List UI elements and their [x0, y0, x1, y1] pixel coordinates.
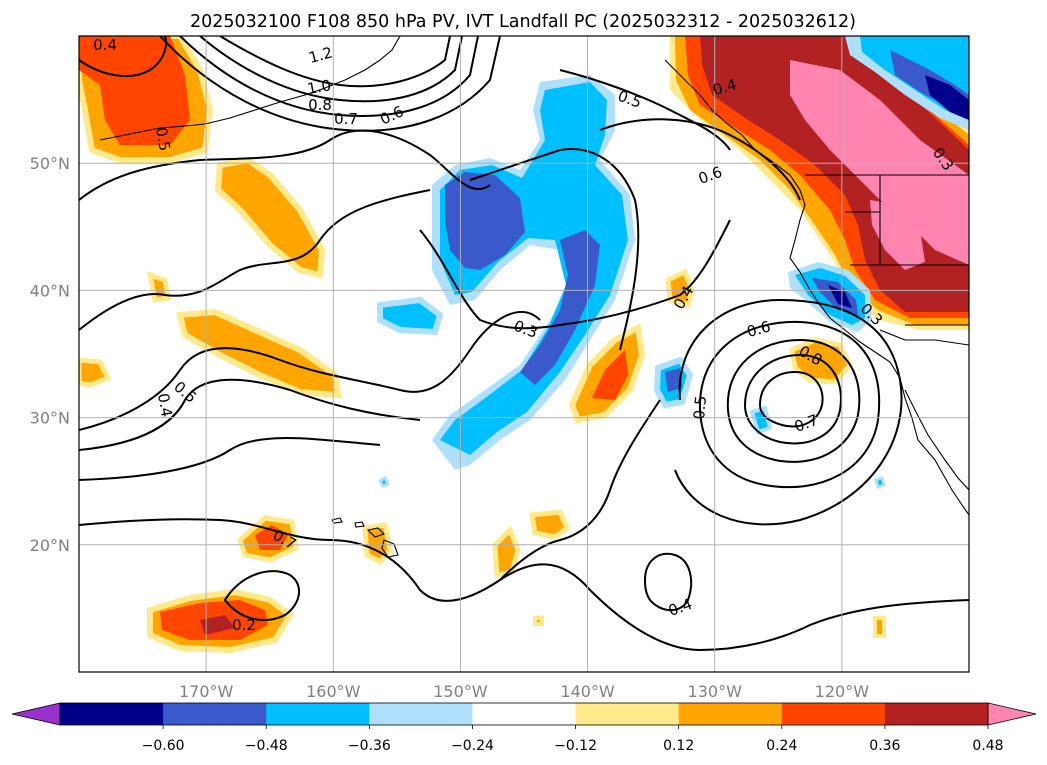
lon-tick-label: 150°W: [433, 682, 488, 701]
contour-label: 1.0: [306, 76, 333, 98]
lon-tick-label: 140°W: [560, 682, 615, 701]
gridlines: [79, 36, 969, 672]
contour-label: 0.4: [154, 392, 176, 419]
contour-west-low-2: [79, 378, 421, 451]
shade-blue-tiny-25n: [377, 475, 391, 488]
shade-red-138w-33n: [592, 350, 628, 400]
contour-small-ring-15n: [643, 552, 693, 612]
shade-medblue-133w-33n: [665, 368, 682, 392]
colorbar-segment: [369, 703, 473, 725]
contour-ring-high-3: [179, 36, 479, 117]
contour-south-ring: [223, 570, 300, 621]
map-panel: 0.4 1.2 1.0 0.8 0.7 0.6 0.5 0.5 0.6 0.3 …: [30, 35, 970, 701]
contour-label: 1.2: [307, 43, 335, 67]
contour-0.5-north: [559, 69, 731, 151]
colorbar-segment: [266, 703, 370, 725]
colorbar-segment: [781, 703, 886, 725]
colorbar-segment: [472, 703, 577, 725]
shade-orange-tiny: [533, 616, 544, 626]
contour-east-high-3: [726, 338, 861, 463]
pv-contours: [79, 36, 969, 652]
contour-south-2: [499, 399, 661, 581]
colorbar-segment: [575, 703, 680, 725]
shade-orange-small-40n: [146, 271, 171, 303]
contour-label: 0.7: [334, 110, 358, 128]
shade-orange-165w-47n: [214, 156, 326, 279]
ivt-shading: [79, 36, 969, 654]
contour-label: 0.5: [690, 395, 710, 420]
contour-label: 0.2: [232, 616, 256, 634]
coastline-north-america: [664, 59, 969, 516]
contour-south-1: [79, 518, 969, 652]
colorbar-tick-label: −0.36: [348, 738, 391, 754]
shade-ne-pink-2: [870, 200, 925, 270]
contour-label: 0.4: [711, 75, 739, 99]
colorbar-tick-label: 0.24: [766, 738, 797, 754]
lat-tick-label: 30°N: [30, 409, 70, 428]
colorbar-extend-low: [11, 702, 61, 726]
map-title: 2025032100 F108 850 hPa PV, IVT Landfall…: [190, 12, 856, 32]
shade-ne-navy: [925, 75, 969, 120]
shade-blue-tiny-117w: [874, 476, 886, 489]
contour-ring-high-1: [219, 36, 451, 88]
lat-tick-label: 40°N: [30, 281, 70, 300]
shade-orange-tiny-15n: [873, 616, 886, 638]
colorbar-tick-label: 0.12: [663, 738, 694, 754]
shade-orange-140w-22n: [529, 509, 571, 540]
lat-tick-label: 50°N: [30, 154, 70, 173]
lon-tick-label: 130°W: [688, 682, 743, 701]
colorbar-tick-label: −0.60: [142, 738, 185, 754]
shade-ne-pink: [790, 60, 969, 265]
contour-east-high-2: [743, 353, 842, 445]
coastlines: [99, 36, 969, 558]
contour-east-wide: [674, 298, 903, 526]
colorbar-tick-label: −0.12: [554, 738, 597, 754]
colorbar-frame: [59, 702, 989, 726]
colorbar-extend-high: [987, 702, 1037, 726]
colorbar-segment: [163, 703, 267, 725]
contour-east-high-4: [698, 320, 881, 489]
contour-west-long: [79, 129, 491, 201]
shade-orange-145w-20n: [492, 525, 521, 579]
border-mexico: [879, 329, 969, 346]
coastline-alaska: [99, 36, 401, 141]
border-states: [845, 175, 969, 326]
shade-center-medblue-2: [520, 230, 600, 385]
colorbar-tick-label: 0.36: [869, 738, 900, 754]
colorbar-tick-label: −0.48: [245, 738, 288, 754]
colorbar-segment: [884, 703, 989, 725]
contour-center-2: [599, 118, 801, 201]
contour-label: 0.8: [308, 96, 332, 114]
shade-blue-155w-38n: [377, 296, 444, 336]
contour-center-3: [419, 219, 731, 330]
shade-nw-red: [79, 36, 190, 145]
contour-west-low-3: [79, 437, 381, 481]
contour-northwest: [79, 36, 168, 78]
shade-sw-darkred: [200, 615, 235, 635]
contour-west-mid: [79, 189, 431, 331]
shade-center-medblue: [445, 172, 525, 270]
contour-label: 0.5: [152, 126, 174, 153]
colorbar-segment: [60, 703, 164, 725]
contour-label: 0.4: [93, 36, 117, 54]
shade-orange-west-33n: [79, 357, 112, 388]
lon-tick-label: 160°W: [306, 682, 361, 701]
coastline-baja: [904, 389, 969, 491]
map-frame: [78, 35, 970, 673]
hawaii-islands: [331, 517, 399, 558]
contour-ring-high-2: [199, 36, 463, 103]
colorbar: −0.60 −0.48 −0.36 −0.24 −0.12 0.12 0.24 0.36 0.4…: [11, 702, 1037, 754]
axis-tick-labels: 170°W 160°W 150°W 140°W 130°W 120°W 20°N 30°N 40…: [30, 154, 870, 701]
colorbar-tick-label: 0.48: [972, 738, 1003, 754]
contour-label: 0.6: [745, 317, 773, 341]
lat-tick-label: 20°N: [30, 536, 70, 555]
lon-tick-label: 120°W: [815, 682, 870, 701]
contour-west-low-1: [79, 310, 541, 431]
contour-east-high-1: [758, 370, 824, 428]
colorbar-tick-label: −0.24: [451, 738, 494, 754]
contour-ring-high-4: [159, 36, 501, 132]
colorbar-segment: [678, 703, 783, 725]
lon-tick-label: 170°W: [179, 682, 234, 701]
